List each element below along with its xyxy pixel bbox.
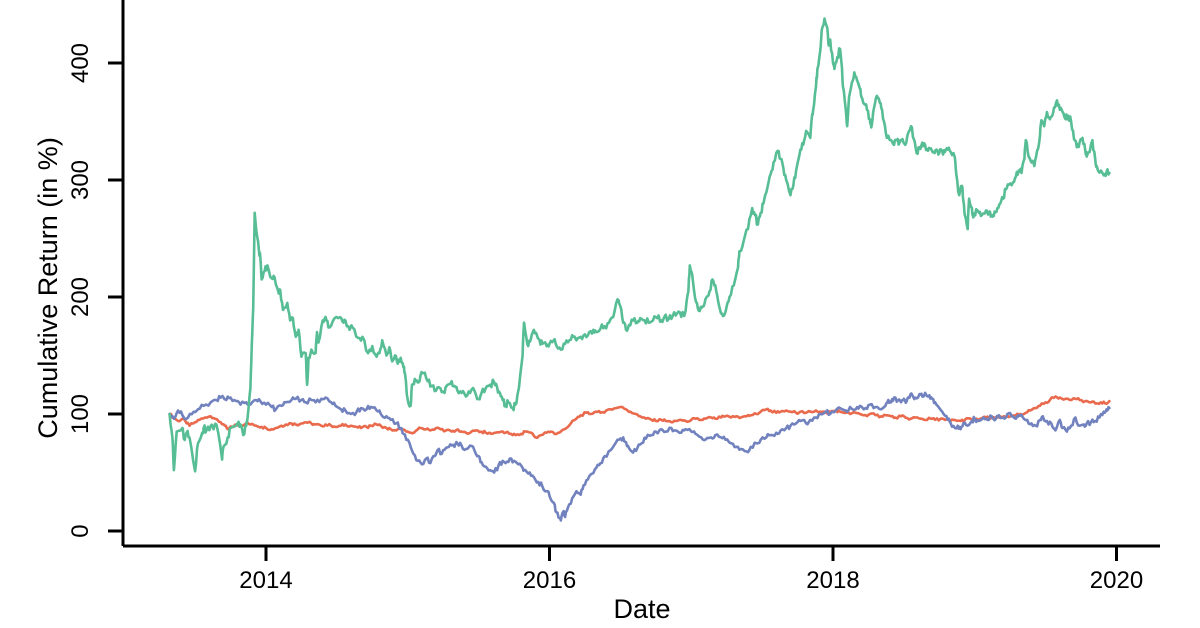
y-tick-label: 400 — [67, 43, 94, 83]
orange-line — [168, 395, 1111, 440]
series-lines — [168, 17, 1111, 522]
axes: 2014 2016 2018 2020 0 100 200 300 400 — [67, 0, 1160, 594]
blue-line — [168, 391, 1111, 522]
y-tick-label: 300 — [67, 160, 94, 200]
y-axis-title: Cumulative Return (in %) — [33, 137, 63, 439]
green-line — [168, 17, 1111, 473]
y-tick-label: 200 — [67, 277, 94, 317]
y-tick-label: 100 — [67, 394, 94, 434]
y-tick-label: 0 — [67, 524, 94, 537]
x-axis-title: Date — [613, 594, 670, 624]
x-tick-label: 2018 — [806, 567, 859, 594]
x-tick-label: 2016 — [523, 567, 576, 594]
x-tick-label: 2014 — [239, 567, 292, 594]
x-tick-label: 2020 — [1090, 567, 1143, 594]
